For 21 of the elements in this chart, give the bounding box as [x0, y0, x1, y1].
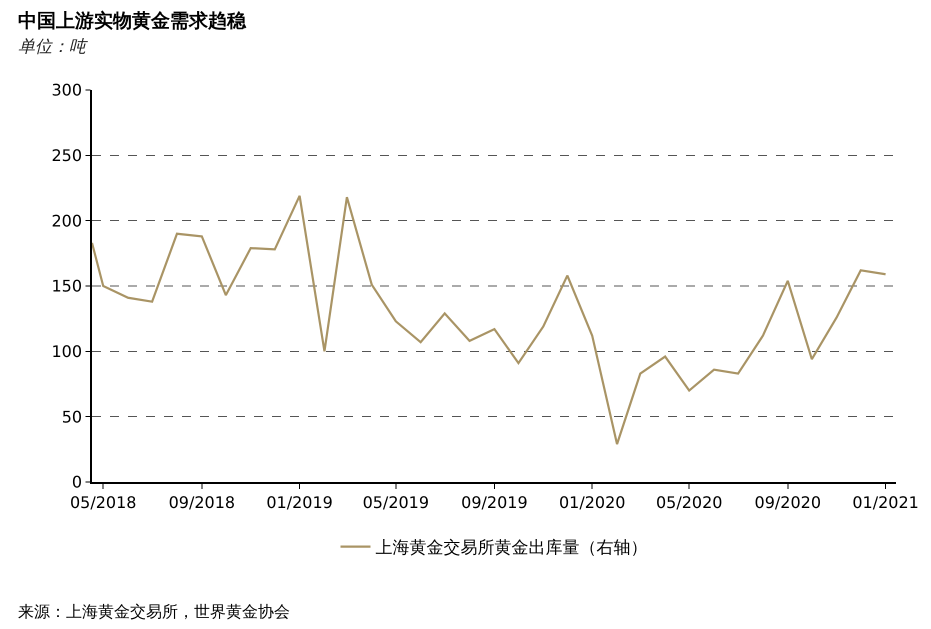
x-tick-label: 05/2020	[656, 492, 722, 512]
y-tick-label: 250	[52, 146, 82, 165]
chart-title: 中国上游实物黄金需求趋稳	[18, 10, 247, 32]
x-tick-label: 09/2019	[461, 492, 528, 512]
y-tick-label: 300	[52, 80, 82, 100]
x-tick-label: 01/2021	[852, 492, 919, 512]
x-tick-label: 05/2018	[70, 492, 136, 512]
chart-subtitle: 单位：吨	[18, 37, 88, 57]
y-tick-label: 150	[52, 276, 82, 296]
line-series	[92, 194, 887, 446]
y-tick-label: 50	[62, 407, 82, 426]
y-tick-label: 0	[72, 472, 82, 492]
source-note: 来源：上海黄金交易所，世界黄金协会	[18, 602, 290, 621]
x-tick-label: 01/2019	[266, 492, 333, 512]
y-tick-label: 200	[52, 211, 82, 230]
legend-label: 上海黄金交易所黄金出库量（右轴）	[376, 538, 648, 558]
x-tick-label: 01/2020	[558, 492, 626, 512]
x-tick-label: 09/2020	[754, 492, 822, 512]
x-tick-label: 09/2018	[168, 492, 236, 512]
y-tick-label: 100	[52, 342, 82, 361]
x-tick-label: 05/2019	[362, 492, 430, 512]
